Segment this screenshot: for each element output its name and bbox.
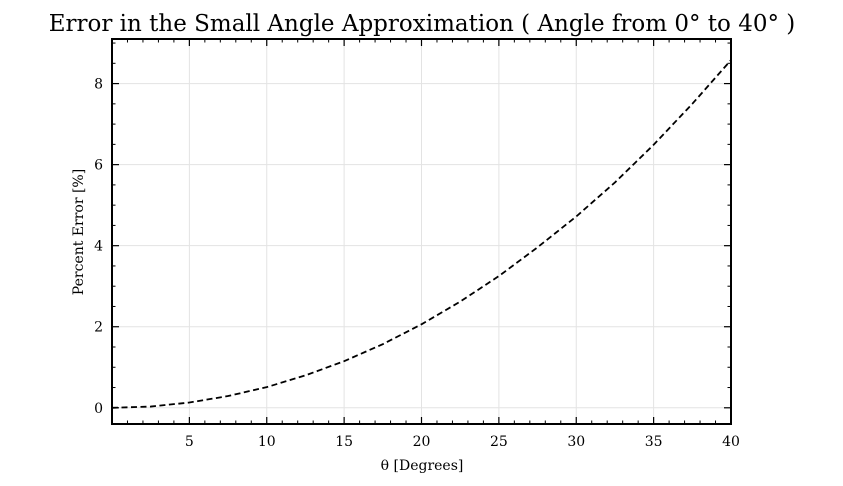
x-tick-label: 5 bbox=[185, 434, 194, 450]
y-tick-label: 0 bbox=[94, 401, 103, 417]
series-layer bbox=[111, 59, 732, 409]
grid bbox=[112, 39, 732, 424]
x-tick-label: 10 bbox=[258, 434, 276, 450]
y-tick-label: 4 bbox=[94, 239, 103, 255]
y-tick-label: 8 bbox=[94, 77, 103, 93]
x-axis-label: θ [Degrees] bbox=[381, 458, 464, 474]
chart-title: Error in the Small Angle Approximation (… bbox=[49, 11, 796, 37]
x-tick-label: 30 bbox=[567, 434, 585, 450]
y-axis-label: Percent Error [%] bbox=[71, 169, 87, 295]
x-tick-label: 15 bbox=[335, 434, 353, 450]
x-tick-label: 25 bbox=[490, 434, 508, 450]
x-tick-label: 40 bbox=[722, 434, 740, 450]
y-tick-label: 2 bbox=[94, 320, 103, 336]
x-tick-labels: 5 10 15 20 25 30 35 40 bbox=[185, 434, 740, 450]
y-tick-label: 6 bbox=[94, 158, 103, 174]
x-tick-label: 20 bbox=[413, 434, 431, 450]
series-line-0 bbox=[111, 59, 732, 409]
x-tick-label: 35 bbox=[645, 434, 663, 450]
y-tick-labels: 0 2 4 6 8 bbox=[94, 77, 103, 417]
